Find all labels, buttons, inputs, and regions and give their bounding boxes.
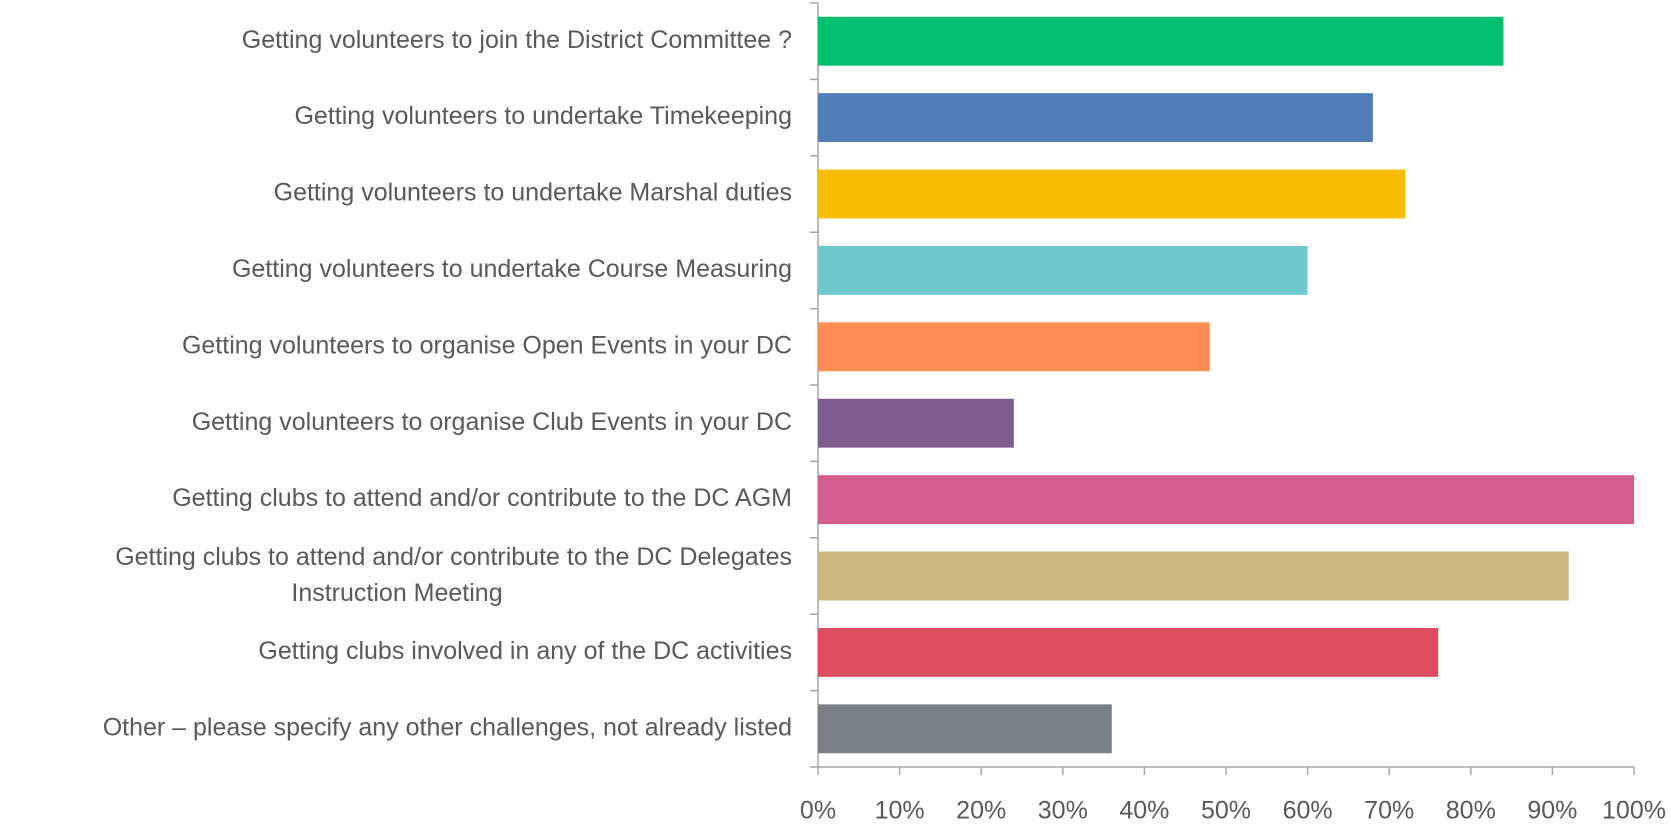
bar [818,322,1210,372]
bar [818,551,1569,601]
bar [818,93,1373,143]
x-tick-label: 90% [1527,797,1577,825]
bar [818,704,1112,754]
y-tick-label: Getting volunteers to undertake Timekeep… [294,102,792,130]
x-tick-label: 100% [1602,797,1666,825]
y-tick-label: Getting clubs to attend and/or contribut… [115,543,792,607]
y-tick-label: Getting clubs involved in any of the DC … [258,637,792,665]
bar [818,627,1439,677]
bar [818,169,1406,219]
x-tick-label: 70% [1364,797,1414,825]
bar [818,16,1504,66]
bar [818,398,1014,448]
bar [818,245,1308,295]
x-tick-label: 20% [956,797,1006,825]
y-tick-label: Getting volunteers to organise Open Even… [182,331,792,359]
y-tick-label: Other – please specify any other challen… [103,713,792,741]
bar [818,475,1634,525]
y-tick-label: Getting volunteers to undertake Marshal … [274,179,792,207]
y-tick-label: Getting volunteers to organise Club Even… [192,408,792,436]
x-tick-label: 60% [1283,797,1333,825]
x-tick-label: 40% [1119,797,1169,825]
x-tick-label: 10% [875,797,925,825]
x-tick-label: 0% [800,797,836,825]
y-tick-label: Getting clubs to attend and/or contribut… [172,484,792,512]
x-tick-label: 50% [1201,797,1251,825]
x-tick-label: 80% [1446,797,1496,825]
y-tick-label: Getting volunteers to join the District … [242,26,792,54]
y-tick-label: Getting volunteers to undertake Course M… [232,255,792,283]
x-tick-label: 30% [1038,797,1088,825]
